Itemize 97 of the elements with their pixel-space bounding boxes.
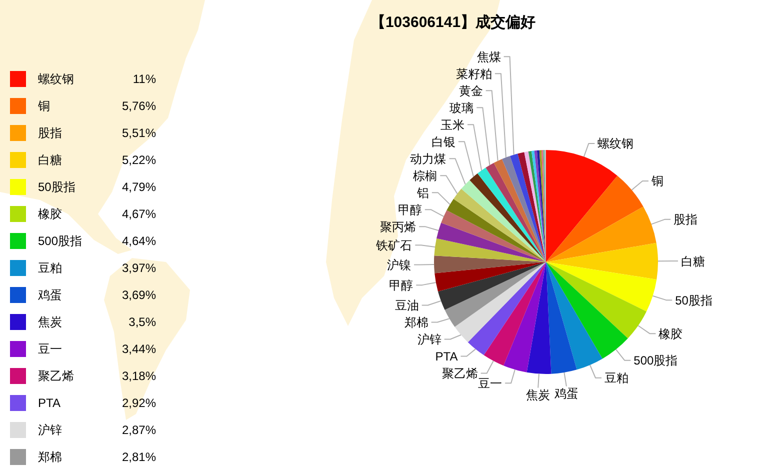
pie-slice (444, 262, 546, 327)
slice-label: 菜籽粕 (456, 66, 492, 81)
slice-label: 聚乙烯 (442, 366, 478, 380)
pie-slice (518, 152, 546, 262)
data-label: 5,51% (122, 126, 156, 140)
data-label: 5,22% (122, 153, 156, 168)
data-label: 2,81% (122, 450, 156, 464)
slice-label: 甲醇 (398, 202, 422, 217)
pie-slice (546, 262, 646, 338)
data-label: 3,69% (122, 288, 156, 302)
pie-slice (528, 150, 546, 262)
legend-label: 聚乙烯 (38, 369, 74, 384)
legend-label: 郑棉 (38, 450, 62, 464)
pie-slice (546, 242, 658, 280)
pie-slice (461, 180, 546, 262)
legend-label: 豆粕 (38, 261, 62, 276)
legend-label: 焦炭 (38, 315, 62, 330)
legend-label: PTA (38, 396, 60, 410)
pie-slice (534, 150, 546, 262)
pie-slice (502, 156, 546, 262)
pie-slice (434, 256, 546, 274)
slice-label: 棕榈 (413, 168, 438, 183)
legend-label: 螺纹钢 (38, 72, 74, 86)
pie-slice (546, 262, 628, 359)
pie-slice (546, 176, 644, 262)
pie-slice (531, 150, 546, 262)
pie-slice (546, 150, 618, 262)
slice-label: 白银 (431, 134, 456, 149)
data-label: 4,67% (122, 207, 156, 222)
slice-label: 黄金 (458, 84, 483, 98)
slice-label: 豆一 (478, 376, 502, 390)
slice-label: 鸡蛋 (553, 386, 578, 401)
pie-slice (441, 210, 546, 262)
slice-label: 股指 (674, 212, 698, 227)
data-label: 4,79% (122, 180, 156, 194)
legend-label: 橡胶 (38, 207, 62, 222)
pie-slice (478, 168, 546, 262)
slice-label: 郑棉 (404, 315, 428, 330)
legend-label: 500股指 (38, 234, 82, 248)
pie-slice (546, 262, 577, 374)
slice-label: 豆油 (394, 298, 419, 312)
slice-label: 甲醇 (389, 278, 414, 292)
slice-label: 白糖 (680, 254, 705, 268)
pie-slice (436, 222, 546, 262)
pie-slice (434, 262, 546, 292)
slice-label: 铜 (650, 174, 664, 188)
legend-label: 鸡蛋 (37, 288, 62, 302)
pie-slice (470, 173, 546, 262)
slice-label: 聚丙烯 (380, 220, 416, 234)
slice-label: 焦煤 (476, 50, 501, 64)
pie-slice (536, 150, 546, 262)
pie-slice (468, 262, 546, 356)
slice-label: PTA (435, 349, 458, 364)
data-label: 3,5% (128, 315, 156, 330)
slice-label: 螺纹钢 (598, 136, 634, 151)
slice-label: 50股指 (675, 293, 712, 308)
pie-slice (454, 188, 546, 262)
data-label: 5,76% (122, 99, 156, 114)
pie-slice (446, 198, 546, 262)
pie-slice (546, 262, 602, 370)
pie-slice (510, 154, 546, 262)
slice-label: 玉米 (440, 118, 464, 132)
pie-slice (494, 159, 546, 262)
pie-slice (454, 262, 546, 342)
pie-slice (438, 262, 546, 310)
slice-label: 铁矿石 (375, 238, 412, 252)
legend-label: 白糖 (38, 153, 62, 168)
slice-label: 动力煤 (410, 152, 446, 166)
legend-label: 沪锌 (38, 423, 62, 438)
slice-label: 焦炭 (526, 388, 550, 402)
legend-label: 豆一 (38, 342, 62, 356)
pie-slice (524, 151, 546, 262)
data-label: 11% (132, 72, 156, 86)
data-label: 3,44% (122, 342, 156, 356)
pie-slice (434, 238, 546, 262)
data-label: 4,64% (122, 234, 156, 248)
slice-label: 500股指 (634, 354, 678, 368)
data-label: 2,92% (122, 396, 156, 410)
pie-slice (526, 262, 552, 374)
legend-label: 股指 (38, 126, 62, 140)
chart-title: 【103606141】成交偏好 (370, 13, 536, 31)
slice-label: 橡胶 (658, 326, 683, 341)
data-label: 2,87% (122, 423, 156, 438)
pie-slice (546, 262, 657, 312)
pie-slice (546, 206, 656, 262)
data-label: 3,18% (122, 369, 156, 384)
slice-label: 豆粕 (604, 371, 628, 386)
pie-slice (486, 162, 546, 262)
pie-slice (504, 262, 546, 372)
data-label: 3,97% (122, 261, 156, 276)
slice-label: 沪锌 (417, 332, 442, 346)
pie-slice (484, 262, 546, 366)
slice-label: 沪镍 (387, 258, 412, 272)
slice-label: 玻璃 (450, 100, 474, 115)
legend-label: 铜 (37, 99, 50, 114)
legend-label: 50股指 (38, 180, 76, 194)
slice-label: 铝 (416, 186, 429, 200)
